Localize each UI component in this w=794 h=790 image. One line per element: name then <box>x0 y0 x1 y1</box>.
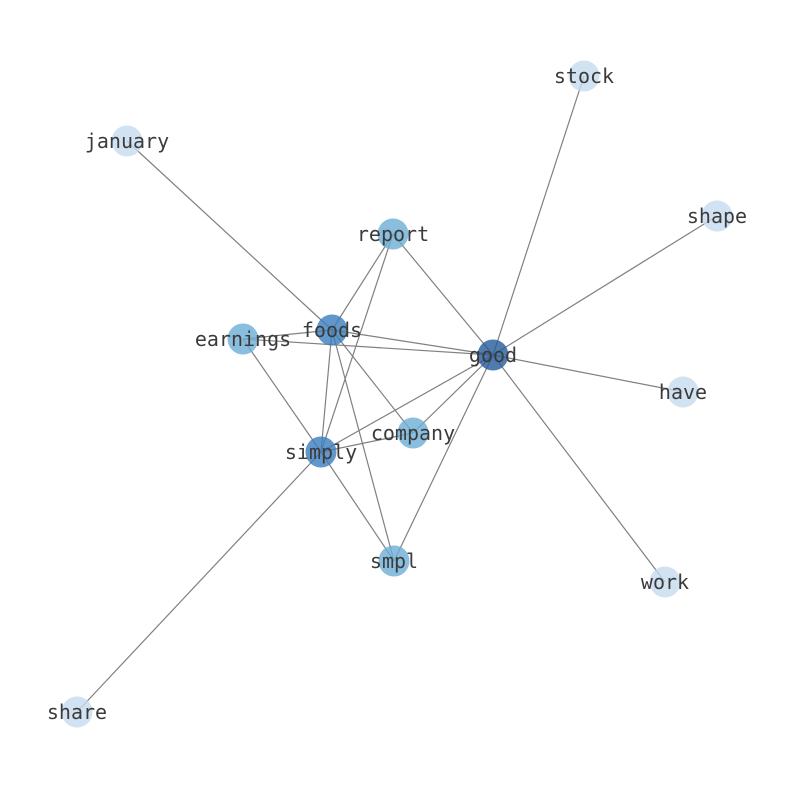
node-label-smpl: smpl <box>370 549 418 573</box>
edge-foods-smpl <box>331 329 395 562</box>
edge-good-work <box>492 354 666 583</box>
node-work <box>649 566 681 598</box>
edge-report-simply <box>320 233 394 453</box>
edge-good-company <box>412 354 494 434</box>
edge-shape-good <box>492 215 718 356</box>
node-shape <box>701 200 733 232</box>
node-earnings <box>227 323 259 355</box>
node-label-simply: simply <box>285 440 357 464</box>
node-simply <box>305 436 337 468</box>
node-label-foods: foods <box>302 318 362 342</box>
labels: stock january shape report foods earnings good… <box>47 64 747 724</box>
node-label-earnings: earnings <box>195 327 291 351</box>
edge-january-foods <box>126 140 333 331</box>
node-label-shape: shape <box>687 204 747 228</box>
edge-earnings-simply <box>242 338 322 453</box>
edge-report-foods <box>331 233 394 331</box>
node-label-company: company <box>371 421 455 445</box>
edge-foods-good <box>331 329 494 356</box>
node-company <box>397 417 429 449</box>
edge-simply-share <box>76 451 322 713</box>
edge-foods-simply <box>320 329 333 453</box>
node-report <box>377 218 409 250</box>
node-label-january: january <box>85 129 169 153</box>
node-foods <box>316 314 348 346</box>
edge-good-smpl <box>393 354 494 562</box>
node-have <box>667 376 699 408</box>
edge-good-simply <box>320 354 494 453</box>
edge-earnings-good <box>242 338 494 356</box>
edges <box>76 75 718 713</box>
node-smpl <box>378 545 410 577</box>
edge-good-have <box>492 354 684 393</box>
node-stock <box>568 60 600 92</box>
node-january <box>111 125 143 157</box>
nodes <box>61 60 733 728</box>
node-label-good: good <box>469 343 517 367</box>
edge-report-good <box>392 233 494 356</box>
edge-stock-good <box>492 75 585 356</box>
node-good <box>477 339 509 371</box>
node-label-stock: stock <box>554 64 614 88</box>
node-label-work: work <box>641 570 689 594</box>
node-share <box>61 696 93 728</box>
edge-foods-company <box>331 329 414 434</box>
node-label-share: share <box>47 700 107 724</box>
edge-simply-company <box>320 432 414 453</box>
node-label-report: report <box>357 222 429 246</box>
node-label-have: have <box>659 380 707 404</box>
edge-simply-smpl <box>320 451 395 562</box>
